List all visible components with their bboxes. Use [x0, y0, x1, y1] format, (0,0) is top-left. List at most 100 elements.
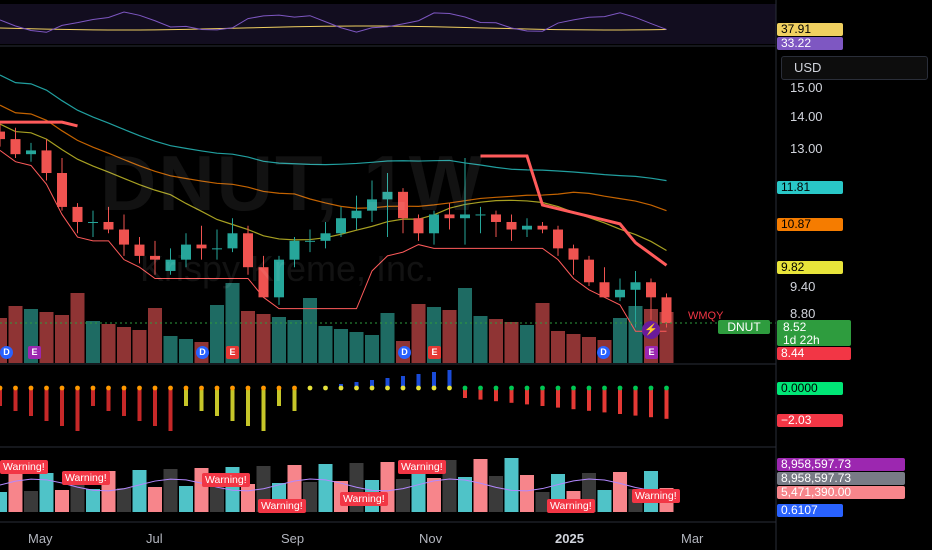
- macd-signal-dot: [152, 385, 158, 391]
- volume-indicator-bar: [597, 490, 612, 512]
- ma-yellow-line: [0, 123, 667, 252]
- macd-signal-dot: [493, 385, 499, 391]
- trailing-stop-line: [0, 120, 78, 128]
- macd-signal-dot: [555, 385, 561, 391]
- dividend-event-icon[interactable]: D: [398, 346, 411, 359]
- macd-signal-dot: [524, 385, 530, 391]
- candle-body: [57, 173, 67, 207]
- macd-histogram-bar: [292, 388, 297, 411]
- volume-indicator-bar: [318, 464, 333, 512]
- currency-selector[interactable]: USD: [781, 56, 928, 80]
- time-tick: 2025: [555, 531, 584, 546]
- candle-body: [522, 225, 532, 230]
- macd-signal-dot: [602, 385, 607, 391]
- macd-histogram-bar: [153, 388, 157, 426]
- last-price-label: 8.52: [783, 320, 807, 334]
- macd-histogram-bar: [60, 388, 64, 426]
- candle-body: [367, 199, 377, 211]
- earnings-event-icon[interactable]: E: [428, 346, 441, 359]
- dividend-event-icon[interactable]: D: [597, 346, 610, 359]
- macd-histogram-bar: [122, 388, 126, 416]
- volume-bar: [287, 320, 302, 363]
- volume-ratio-label: 0.6107: [777, 504, 843, 517]
- volume-bar: [117, 327, 131, 363]
- volume-indicator-bar: [396, 479, 410, 512]
- lightning-icon[interactable]: ⚡: [642, 321, 660, 339]
- earnings-event-icon[interactable]: E: [645, 346, 658, 359]
- macd-signal-dot: [354, 385, 359, 391]
- dividend-event-icon[interactable]: D: [196, 346, 209, 359]
- macd-signal-dot: [307, 385, 313, 391]
- macd-histogram-bar: [106, 388, 111, 411]
- macd-histogram-bar: [478, 388, 483, 400]
- macd-histogram-bar: [277, 388, 281, 406]
- earnings-event-icon[interactable]: E: [226, 346, 239, 359]
- macd-histogram-bar: [29, 388, 33, 416]
- volume-bar: [225, 283, 240, 363]
- company-watermark: Krispy Kreme, Inc.: [140, 248, 435, 289]
- warning-label: Warning!: [258, 499, 306, 513]
- candle-body: [165, 259, 176, 271]
- macd-signal-dot: [276, 385, 282, 391]
- macd-signal-dot: [59, 385, 65, 391]
- macd-signal-dot: [571, 385, 576, 391]
- main-chart-panel: [0, 74, 776, 363]
- candle-body: [0, 131, 5, 140]
- candle-body: [537, 225, 548, 230]
- candle-body: [243, 233, 253, 268]
- ma-cyan-line: [0, 74, 667, 182]
- candle-body: [506, 221, 517, 230]
- candle-body: [26, 150, 36, 155]
- warning-label: Warning!: [62, 471, 110, 485]
- earnings-event-icon[interactable]: E: [28, 346, 41, 359]
- volume-value-label-1: 8,958,597.73: [777, 458, 905, 471]
- time-tick: May: [28, 531, 53, 546]
- macd-histogram-bar: [230, 388, 235, 421]
- candle-body: [646, 282, 656, 298]
- macd-histogram-bar: [556, 388, 560, 408]
- macd-histogram-bar: [587, 388, 591, 411]
- volume-bar: [256, 314, 271, 363]
- warning-label: Warning!: [632, 489, 680, 503]
- candle-body: [181, 244, 191, 260]
- macd-histogram-bar: [571, 388, 576, 410]
- macd-histogram-bar: [432, 372, 436, 388]
- candle-body: [661, 297, 672, 323]
- low-price-label: 8.44: [777, 347, 851, 360]
- price-tick: 9.40: [790, 279, 816, 294]
- volume-bar: [241, 311, 255, 363]
- candle-body: [320, 233, 331, 241]
- volume-bar: [628, 306, 643, 363]
- rsi-line: [0, 11, 667, 33]
- macd-histogram-bar: [261, 388, 266, 431]
- rsi-ma-value-label: 37.91: [777, 23, 843, 36]
- macd-signal-dot: [323, 385, 328, 391]
- macd-histogram-bar: [137, 388, 142, 421]
- macd-signal-dot: [633, 385, 638, 391]
- volume-bar: [566, 334, 581, 363]
- volume-indicator-bar: [55, 490, 69, 512]
- ma-yellow-label: 9.82: [777, 261, 843, 274]
- last-price-box: 8.52 1d 22h: [777, 320, 851, 347]
- volume-bar: [272, 317, 286, 363]
- volume-bar: [458, 288, 472, 363]
- candle-body: [41, 150, 52, 174]
- volume-bar: [318, 326, 333, 363]
- candle-body: [150, 255, 160, 260]
- volume-bar: [132, 330, 147, 363]
- volume-bar: [582, 337, 596, 363]
- candle-body: [305, 240, 315, 242]
- time-tick: Jul: [146, 531, 163, 546]
- time-tick: Nov: [419, 531, 443, 546]
- volume-bar: [179, 339, 193, 363]
- indicator-tag: WMQY: [688, 310, 724, 322]
- candle-body: [429, 214, 439, 234]
- macd-histogram-bar: [184, 388, 188, 406]
- dividend-event-icon[interactable]: D: [0, 346, 13, 359]
- volume-ma-line: [0, 478, 667, 492]
- macd-signal-dot: [90, 385, 96, 391]
- volume-bar: [551, 331, 565, 363]
- volume-bar: [0, 318, 7, 363]
- volume-indicator-bar: [241, 484, 255, 512]
